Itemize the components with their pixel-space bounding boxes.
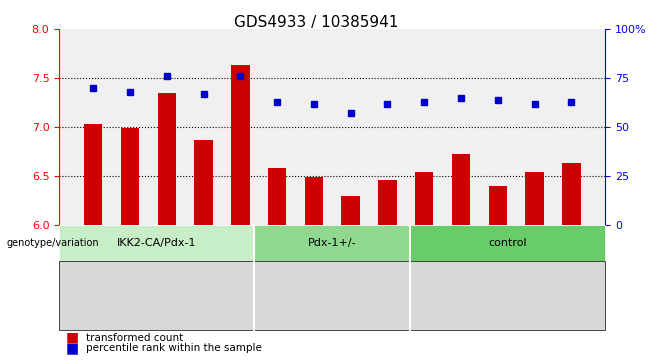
- Text: genotype/variation: genotype/variation: [7, 238, 99, 248]
- Text: ■: ■: [66, 342, 79, 355]
- Text: IKK2-CA/Pdx-1: IKK2-CA/Pdx-1: [117, 238, 197, 248]
- Bar: [378, 180, 397, 225]
- Bar: [84, 124, 103, 225]
- Text: percentile rank within the sample: percentile rank within the sample: [86, 343, 261, 354]
- Text: ■: ■: [66, 331, 79, 344]
- Bar: [194, 140, 213, 225]
- Bar: [525, 172, 544, 225]
- Bar: [489, 186, 507, 225]
- Text: transformed count: transformed count: [86, 333, 183, 343]
- Bar: [415, 172, 434, 225]
- Bar: [452, 155, 470, 225]
- Bar: [231, 65, 249, 225]
- Bar: [342, 196, 360, 225]
- Bar: [158, 93, 176, 225]
- Text: control: control: [488, 238, 527, 248]
- Bar: [268, 168, 286, 225]
- Bar: [305, 177, 323, 225]
- Bar: [562, 163, 580, 225]
- Bar: [121, 128, 139, 225]
- Text: GDS4933 / 10385941: GDS4933 / 10385941: [234, 15, 398, 29]
- Text: Pdx-1+/-: Pdx-1+/-: [308, 238, 357, 248]
